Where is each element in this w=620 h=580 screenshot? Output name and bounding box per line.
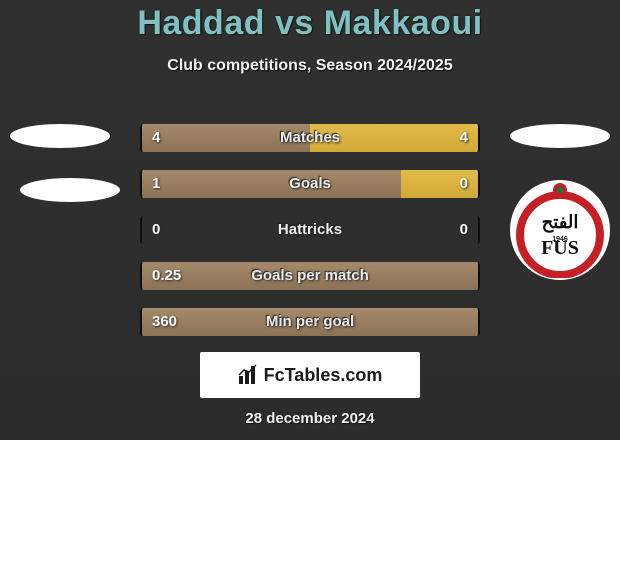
stats-bars: Matches44 Goals10 Hattricks0 0 Goals per mat… [140,124,480,354]
stat-row: Matches44 [140,124,480,152]
stat-segment-left [142,308,478,336]
fus-crest-icon: الفتح FUS 1946 [512,182,608,278]
root: Haddad vs Makkaoui Club competitions, Se… [0,0,620,580]
bars-icon [238,364,260,386]
left-team-spot-2 [20,178,120,202]
date-text: 28 december 2024 [0,410,620,427]
page-subtitle: Club competitions, Season 2024/2025 [0,57,620,75]
crest-top-text: الفتح [542,212,579,233]
brand-label: FcTables.com [264,365,383,386]
stat-segment-right [310,124,478,152]
stat-value-left: 0 [152,216,160,244]
right-team-crest: الفتح FUS 1946 [510,180,610,280]
right-team-spot-1 [510,124,610,148]
stat-row: Goals per match0.25 [140,262,480,290]
left-team-spot-1 [10,124,110,148]
page-title: Haddad vs Makkaoui [0,0,620,43]
stat-segment-left [142,124,310,152]
stat-label: Hattricks [142,216,478,244]
brand-text: FcTables.com [238,364,383,386]
dark-panel: Haddad vs Makkaoui Club competitions, Se… [0,0,620,440]
stat-segment-left [142,262,478,290]
stat-row: Goals10 [140,170,480,198]
light-panel [0,440,620,580]
brand-box[interactable]: FcTables.com [200,352,420,398]
stat-value-right: 0 [460,216,468,244]
stat-segment-right [401,170,478,198]
stat-row: Hattricks0 0 [140,216,480,244]
crest-year: 1946 [552,236,568,243]
stat-row: Min per goal360 [140,308,480,336]
stat-segment-left [142,170,401,198]
